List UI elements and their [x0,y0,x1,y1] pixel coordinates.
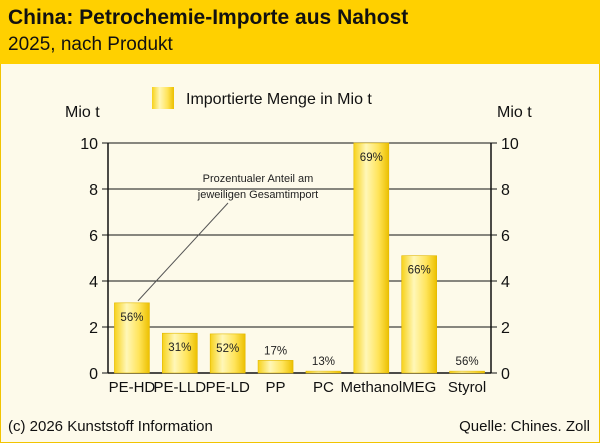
bar [305,370,342,374]
y-tick-label: 0 [89,366,98,383]
annotation-line: jeweiligen Gesamtimport [197,189,318,201]
x-tick-label: PE-HD [109,379,156,396]
y-tick-label: 0 [501,366,510,383]
source-text: Quelle: Chines. Zoll [459,418,590,435]
x-tick-label: PE-LLD [154,379,207,396]
bar [162,332,198,374]
y-tick-label: 10 [501,136,519,153]
annotation-line: Prozentualer Anteil am [203,173,314,185]
y-tick-label: 6 [501,228,510,245]
x-tick-label: MEG [402,379,436,396]
bar [114,302,150,374]
annotation: Prozentualer Anteil am jeweiligen Gesamti… [137,173,318,302]
share-label: 66% [408,265,431,277]
y-tick-label: 2 [501,320,510,337]
y-axis-label-right: Mio t [497,104,532,121]
y-tick-label: 8 [501,182,510,199]
y-tick-label: 4 [89,274,98,291]
annotation-leader-line [137,202,229,302]
share-label: 17% [264,345,287,357]
legend-swatch [152,87,174,109]
bar [401,255,437,374]
x-tick-label: PE-LD [206,379,250,396]
bar [449,370,485,374]
x-tick-label: Styrol [448,379,486,396]
chart-subtitle: 2025, nach Produkt [8,34,173,55]
share-label: 69% [360,152,383,164]
share-label: 56% [456,356,479,368]
share-label: 56% [120,312,143,324]
y-tick-label: 2 [89,320,98,337]
y-tick-label: 6 [89,228,98,245]
x-tick-label: Methanol [340,379,402,396]
x-tick-label: PP [266,379,286,396]
legend-label: Importierte Menge in Mio t [186,91,372,108]
share-label: 13% [312,356,335,368]
legend: Importierte Menge in Mio t [152,87,372,109]
y-ticks-right: 0 2 4 6 8 10 [491,136,519,383]
bar-value-labels: 56% 31% 52% 17% 13% 69% 66% 56% [120,152,478,368]
bar [353,142,390,374]
bar [257,360,294,374]
header-band: China: Petrochemie-Importe aus Nahost 20… [0,0,600,64]
y-ticks-left: 0 2 4 6 8 10 [80,136,108,383]
y-tick-label: 8 [89,182,98,199]
x-tick-label: PC [313,379,334,396]
share-label: 52% [216,343,239,355]
y-axis-label-left: Mio t [65,104,100,121]
y-tick-label: 10 [80,136,98,153]
bar [209,333,246,374]
chart-title: China: Petrochemie-Importe aus Nahost [8,6,409,29]
y-tick-label: 4 [501,274,510,291]
share-label: 31% [168,342,191,354]
bars [114,142,485,374]
credit-text: (c) 2026 Kunststoff Information [8,418,213,435]
